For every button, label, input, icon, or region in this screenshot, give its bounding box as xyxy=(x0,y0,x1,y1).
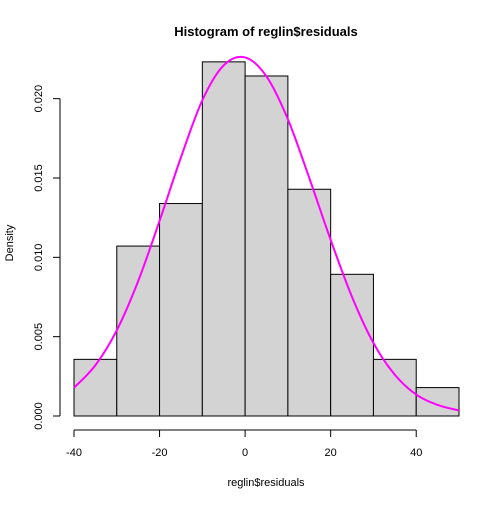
histogram-bar-6 xyxy=(287,188,332,417)
histogram-bar-5 xyxy=(244,75,289,417)
histogram-bar-4 xyxy=(201,61,246,417)
histogram-bar-8 xyxy=(372,358,417,417)
histogram-bar-2 xyxy=(116,245,161,417)
histogram-bars xyxy=(73,61,460,417)
chart-title: Histogram of reglin$residuals xyxy=(174,24,358,39)
y-tick-label: 0.000 xyxy=(33,402,45,430)
y-tick-label: 0.010 xyxy=(33,244,45,272)
histogram-bar-1 xyxy=(73,358,118,417)
x-tick-label: 40 xyxy=(410,447,422,459)
density-curve xyxy=(73,55,460,412)
y-axis: 0.000 0.005 0.010 0.015 0.020 xyxy=(33,85,61,430)
x-tick-label: -40 xyxy=(66,447,82,459)
density-curve-layer xyxy=(73,55,460,412)
y-tick-label: 0.005 xyxy=(33,323,45,351)
x-axis-label: reglin$residuals xyxy=(227,477,305,489)
y-tick-label: 0.020 xyxy=(33,85,45,113)
histogram-bar-9 xyxy=(415,387,460,417)
x-tick-label: 20 xyxy=(325,447,337,459)
histogram-bar-3 xyxy=(159,203,203,417)
x-tick-label: -20 xyxy=(152,447,168,459)
x-tick-label: 0 xyxy=(242,447,248,459)
x-axis: -40 -20 0 20 40 xyxy=(66,429,422,459)
y-axis-label: Density xyxy=(4,224,16,261)
y-tick-label: 0.015 xyxy=(33,164,45,192)
